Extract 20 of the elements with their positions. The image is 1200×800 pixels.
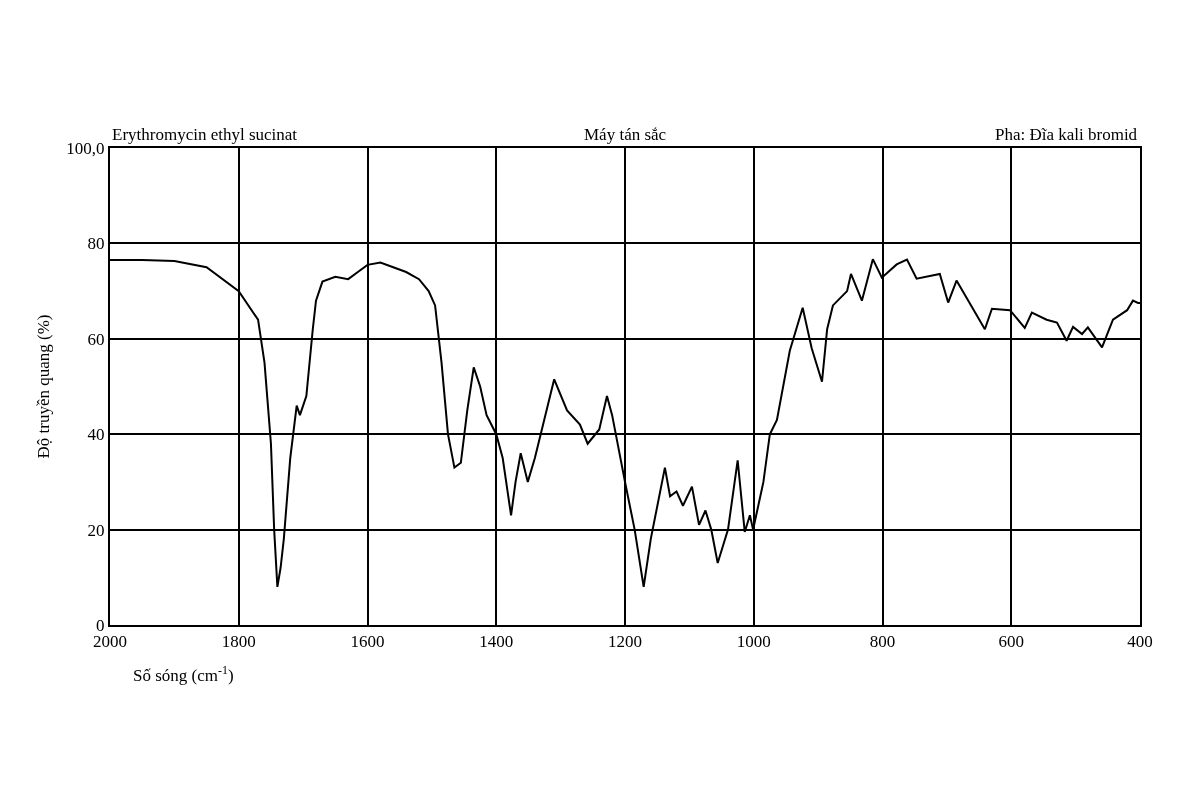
text: Máy tán sắc xyxy=(584,125,667,144)
y-tick-label: 20 xyxy=(87,520,105,540)
y-tick-label: 0 xyxy=(96,615,105,635)
y-tick-label: 40 xyxy=(87,425,105,445)
x-tick-label: 1400 xyxy=(479,632,514,652)
x-tick-label: 1200 xyxy=(608,632,642,652)
x-tick-label: 1600 xyxy=(350,632,385,652)
y-axis-title: Độ truyền quang (%) xyxy=(34,314,54,459)
y-tick-label: 100,0 xyxy=(66,138,105,158)
x-tick-label: 400 xyxy=(1127,632,1153,652)
x-tick-label: 800 xyxy=(869,632,896,652)
text: Erythromycin ethyl sucinat xyxy=(112,125,298,144)
x-tick-label: 1800 xyxy=(221,632,256,652)
x-tick-label: 600 xyxy=(998,632,1024,652)
x-axis-title: Số sóng (cm$^{-1}$) xyxy=(133,663,234,686)
x-tick-label: 2000 xyxy=(93,632,127,652)
y-tick-label: 60 xyxy=(87,329,105,349)
text: Pha: Đĩa kali bromid xyxy=(995,125,1138,144)
y-tick-label: 80 xyxy=(87,234,105,254)
x-tick-label: 1000 xyxy=(736,632,771,652)
